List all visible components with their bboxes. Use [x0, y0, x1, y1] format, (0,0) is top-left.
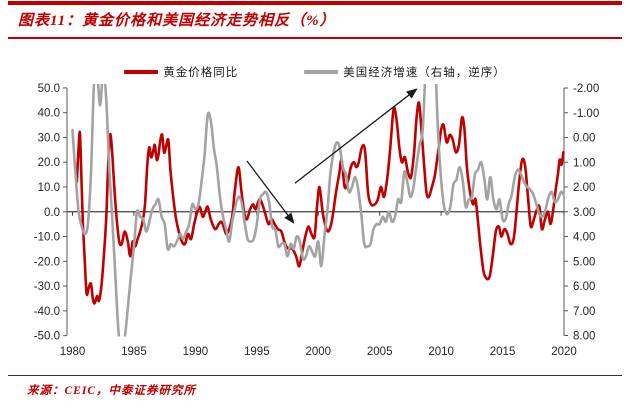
source-divider [8, 375, 622, 376]
y-left-tick-label: -10.0 [34, 232, 60, 244]
y-right-tick-label: 1.00 [573, 157, 595, 169]
title-underline [8, 37, 622, 39]
y-right-tick-label: 6.00 [573, 281, 595, 293]
x-tick-label: 2000 [305, 346, 331, 358]
x-tick-label: 1985 [121, 346, 147, 358]
trend-arrow-up [294, 88, 418, 184]
y-left-tick-label: 50.0 [38, 83, 60, 95]
x-tick-label: 1995 [244, 346, 270, 358]
gold-line-swatch [124, 70, 159, 74]
y-right-tick-label: -1.00 [573, 108, 599, 120]
title-top-border [8, 1, 622, 5]
legend-label-gold: 黄金价格同比 [163, 67, 239, 79]
x-tick-label: 2010 [428, 346, 454, 358]
y-left-tick-label: 30.0 [38, 132, 60, 144]
x-tick-label: 2015 [490, 346, 516, 358]
legend-item-gold: 黄金价格同比 [124, 64, 238, 80]
y-left-tick-label: -30.0 [34, 281, 60, 293]
y-left-tick-label: 20.0 [38, 157, 60, 169]
y-right-tick-label: 4.00 [573, 232, 595, 244]
y-right-tick-label: -2.00 [573, 83, 599, 95]
y-right-tick-label: 5.00 [573, 256, 595, 268]
y-right-tick-label: 2.00 [573, 182, 595, 194]
y-left-tick-label: -50.0 [34, 331, 60, 343]
source-note: 来源：CEIC，中泰证券研究所 [27, 385, 196, 397]
y-left-tick-label: 10.0 [38, 182, 60, 194]
us-gdp-line-swatch [304, 70, 339, 74]
x-tick-label: 1990 [183, 346, 209, 358]
us-gdp-growth-line-series [71, 84, 565, 337]
y-right-tick-label: 3.00 [573, 207, 595, 219]
y-left-tick-label: 0.0 [44, 207, 60, 219]
figure-title: 图表11：黄金价格和美国经济走势相反（%） [18, 13, 336, 29]
x-tick-label: 2020 [551, 346, 577, 358]
y-right-tick-label: 8.00 [573, 331, 595, 343]
gold-yoy-line-series [75, 101, 565, 305]
y-right-tick-label: 0.00 [573, 133, 595, 145]
legend-item-us-gdp: 美国经济增速（右轴，逆序） [304, 64, 506, 80]
y-right-tick-label: 7.00 [573, 306, 595, 318]
y-left-tick-label: -20.0 [34, 256, 60, 268]
x-tick-label: 1980 [60, 346, 86, 358]
trend-arrow-down [246, 160, 295, 224]
y-left-tick-label: 40.0 [38, 108, 60, 120]
x-tick-label: 2005 [367, 346, 393, 358]
y-left-tick-label: -40.0 [34, 306, 60, 318]
legend-label-us-gdp: 美国经济增速（右轴，逆序） [343, 67, 506, 79]
legend: 黄金价格同比 美国经济增速（右轴，逆序） [0, 64, 630, 80]
